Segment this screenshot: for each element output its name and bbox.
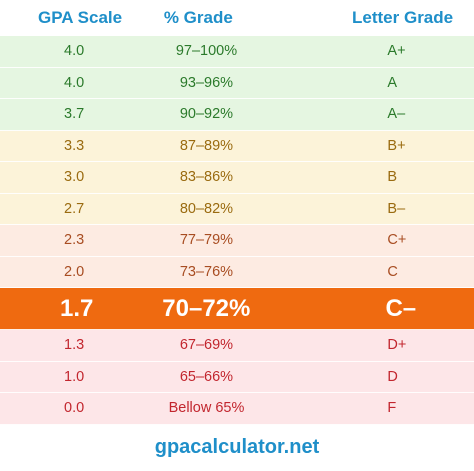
gpa-cell: 2.3: [64, 232, 85, 249]
letter-cell: B: [387, 169, 398, 186]
header-gpa-scale: GPA Scale: [38, 8, 123, 27]
table-row: 1.3 67–69% D+: [0, 330, 474, 362]
percent-cell: 97–100%: [175, 43, 238, 60]
table-row: 2.0 73–76% C: [0, 256, 474, 288]
gpa-cell: 2.7: [64, 200, 85, 217]
gpa-cell: 1.7: [60, 294, 94, 322]
gpa-cell: 3.0: [64, 169, 85, 186]
table-row: 4.0 97–100% A+: [0, 36, 474, 68]
percent-cell: 83–86%: [179, 169, 234, 186]
percent-cell: 70–72%: [162, 294, 251, 322]
letter-cell: D+: [387, 337, 407, 354]
table-row: 3.3 87–89% B+: [0, 130, 474, 162]
percent-cell: 87–89%: [179, 137, 234, 154]
percent-cell: 65–66%: [179, 368, 234, 385]
table-row: 3.7 90–92% A–: [0, 99, 474, 131]
table-row: 3.0 83–86% B: [0, 162, 474, 194]
percent-cell: 73–76%: [179, 263, 234, 280]
percent-cell: 90–92%: [179, 106, 234, 123]
gpa-cell: 0.0: [64, 400, 85, 417]
percent-cell: 77–79%: [179, 232, 234, 249]
letter-cell: C–: [385, 294, 417, 322]
letter-cell: B+: [387, 137, 406, 154]
letter-cell: A+: [387, 43, 406, 60]
letter-cell: B–: [387, 200, 406, 217]
percent-cell: 80–82%: [179, 200, 234, 217]
letter-cell: F: [387, 400, 397, 417]
gpa-cell: 2.0: [64, 263, 85, 280]
header-percent-grade: % Grade: [163, 8, 233, 27]
gpa-cell: 1.3: [64, 337, 85, 354]
table-row: 0.0 Bellow 65% F: [0, 393, 474, 425]
percent-cell: 93–96%: [179, 74, 234, 91]
gpa-cell: 1.0: [64, 368, 85, 385]
letter-cell: C: [387, 263, 398, 280]
letter-cell: A: [387, 74, 398, 91]
table-row: 2.7 80–82% B–: [0, 193, 474, 225]
letter-cell: C+: [387, 232, 407, 249]
gpa-cell: 4.0: [64, 43, 85, 60]
percent-cell: 67–69%: [179, 337, 234, 354]
percent-cell: Bellow 65%: [168, 400, 245, 417]
table-row-highlighted: 1.7 70–72% C–: [0, 288, 474, 330]
letter-cell: D: [387, 368, 398, 385]
table-header: GPA Scale % Grade Letter Grade: [0, 0, 474, 36]
table-row: 1.0 65–66% D: [0, 361, 474, 393]
table-row: 2.3 77–79% C+: [0, 225, 474, 257]
table-row: 4.0 93–96% A: [0, 67, 474, 99]
gpa-cell: 3.3: [64, 137, 85, 154]
letter-cell: A–: [387, 106, 406, 123]
gpa-cell: 4.0: [64, 74, 85, 91]
table-body: 4.0 97–100% A+ 4.0 93–96% A 3.7 90–92% A– 3.3 87–8…: [0, 36, 474, 425]
site-footer-label: gpacalculator.net: [154, 436, 320, 458]
header-letter-grade: Letter Grade: [352, 8, 454, 27]
gpa-cell: 3.7: [64, 106, 85, 123]
